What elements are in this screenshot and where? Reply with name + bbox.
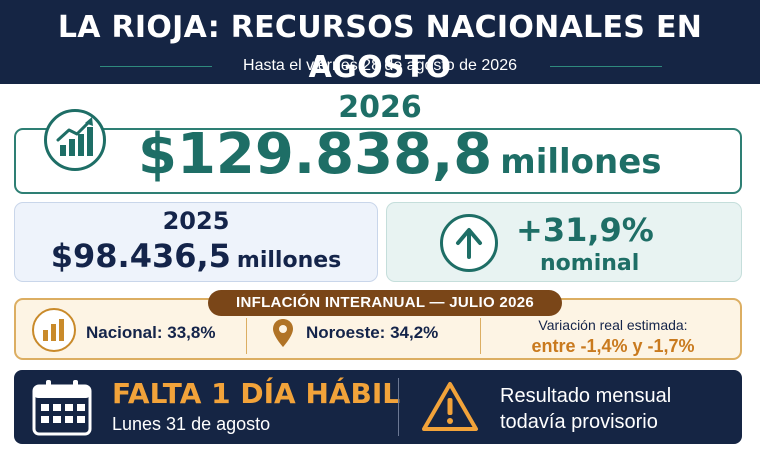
notice-divider [398,378,399,436]
inflation-divider-1 [246,318,247,354]
real-variation-range: entre -1,4% y -1,7% [531,336,695,356]
current-amount-unit: millones [500,142,662,182]
warning-icon [420,380,480,434]
subtitle-divider-left [100,66,212,67]
inflation-national: Nacional: 33,8% [86,323,216,342]
current-year: 2026 [338,90,422,125]
previous-year: 2025 [162,207,230,235]
arrow-up-icon [440,214,498,272]
header-banner [0,0,760,84]
notice-banner [14,370,742,444]
variation-percent: +31,9% [516,211,654,249]
previous-amount: $98.436,5 millones [14,236,378,276]
current-amount-value: $129.838,8 [138,122,493,187]
location-pin-icon [272,318,294,348]
business-days-left: FALTA 1 DÍA HÁBIL [112,377,401,410]
previous-amount-value: $98.436,5 [50,237,231,275]
subtitle-divider-right [550,66,662,67]
current-year-card [14,128,742,194]
inflation-northwest: Noroeste: 34,2% [306,323,439,342]
result-note-line1: Resultado mensual [500,385,672,407]
current-amount: $129.838,8 millones [138,123,662,187]
page-subtitle: Hasta el viernes 28 de agosto de 2026 [243,57,517,74]
previous-year-card [14,202,378,282]
deadline-date: Lunes 31 de agosto [112,414,271,434]
previous-amount-unit: millones [236,248,342,273]
inflation-tag: INFLACIÓN INTERANUAL — JULIO 2026 [208,290,562,316]
bar-chart-icon [32,308,76,352]
page-title: LA RIOJA: RECURSOS NACIONALES EN AGOSTO [57,10,703,85]
inflation-divider-2 [480,318,481,354]
calendar-icon [30,378,94,438]
subtitle-row: Hasta el viernes 28 de agosto de 2026 [0,54,760,78]
variation-label: nominal [540,251,640,276]
real-variation-label: Variación real estimada: [538,317,688,333]
growth-chart-icon [44,109,106,171]
result-note-line2: todavía provisorio [500,411,658,433]
